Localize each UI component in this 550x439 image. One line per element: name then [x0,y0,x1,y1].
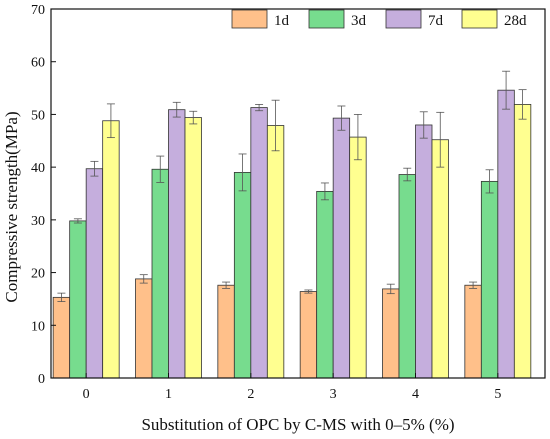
error-bar-1d-4 [386,283,395,295]
error-bar-28d-0 [106,103,115,139]
error-bar-28d-3 [353,114,362,161]
error-bar-1d-3 [304,289,313,294]
error-bar-1d-0 [57,292,66,302]
y-tick-label-40: 40 [31,161,45,176]
legend-swatch-3d [308,9,345,29]
bar-3d-2 [233,172,252,379]
error-bar-28d-4 [436,111,445,168]
y-axis-label: Compressive strength(MPa) [2,111,21,302]
y-tick-label-70: 70 [31,3,45,18]
error-bar-3d-5 [485,169,494,194]
bar-1d-5 [464,284,482,379]
bar-3d-1 [151,168,169,379]
plot-frame [50,8,546,379]
y-tick-label-10: 10 [31,319,45,334]
x-tick-label-3: 3 [330,387,337,402]
legend-label-7d: 7d [428,13,444,29]
bar-28d-4 [431,139,449,379]
error-bar-3d-1 [156,155,165,183]
x-tick-label-0: 0 [83,387,90,402]
bar-7d-0 [85,168,104,379]
x-axis-label: Substitution of OPC by C-MS with 0–5% (%… [141,415,454,434]
error-bar-3d-2 [238,153,247,192]
error-bar-7d-3 [337,105,346,131]
y-tick-label-30: 30 [31,214,45,229]
y-tick-label-20: 20 [31,267,45,282]
bar-3d-0 [69,220,87,379]
error-bar-7d-4 [419,111,428,139]
bar-3d-5 [480,180,499,379]
axes-layer: 0 10 20 30 40 50 60 70 0 1 2 3 4 5 [31,3,546,402]
error-bar-7d-2 [255,104,264,112]
legend-label-28d: 28d [504,13,527,29]
error-bar-1d-2 [222,281,231,289]
x-tick-label-4: 4 [412,387,419,402]
legend-label-3d: 3d [351,13,367,29]
error-bar-1d-1 [139,274,148,284]
bar-3d-4 [398,174,416,379]
error-bar-3d-0 [73,218,82,224]
bar-7d-1 [168,109,186,379]
error-bar-3d-3 [320,182,329,201]
bar-7d-4 [415,124,433,379]
error-bar-1d-5 [469,281,478,289]
legend-swatch-7d [385,9,422,29]
error-bar-7d-0 [90,160,99,177]
bar-1d-1 [135,278,153,379]
bar-7d-5 [497,89,515,379]
bar-7d-2 [250,107,268,379]
y-tick-label-60: 60 [31,56,45,71]
bar-28d-3 [349,136,367,379]
x-tick-label-5: 5 [494,387,501,402]
legend: 1d 3d 7d 28d [231,9,527,29]
legend-swatch-1d [231,9,268,29]
error-bar-7d-1 [172,101,181,118]
error-bar-28d-2 [271,99,280,152]
bar-28d-2 [266,125,285,379]
x-tick-label-2: 2 [247,387,254,402]
bar-28d-0 [102,120,120,379]
bar-3d-3 [316,190,334,379]
bar-1d-2 [217,284,235,379]
bar-28d-1 [184,117,202,379]
bar-1d-0 [52,296,71,379]
y-tick-label-50: 50 [31,108,45,123]
bar-28d-5 [513,104,532,379]
x-tick-label-1: 1 [165,387,172,402]
bar-7d-3 [332,117,351,379]
error-bar-7d-5 [502,70,511,110]
legend-swatch-28d [461,9,498,29]
error-bar-28d-5 [518,89,527,120]
bars-layer [52,70,532,379]
y-tick-label-0: 0 [38,372,45,387]
error-bar-28d-1 [189,110,198,125]
bar-1d-3 [299,291,318,379]
bar-1d-4 [382,288,400,379]
error-bar-3d-4 [403,167,412,182]
legend-label-1d: 1d [274,13,290,29]
